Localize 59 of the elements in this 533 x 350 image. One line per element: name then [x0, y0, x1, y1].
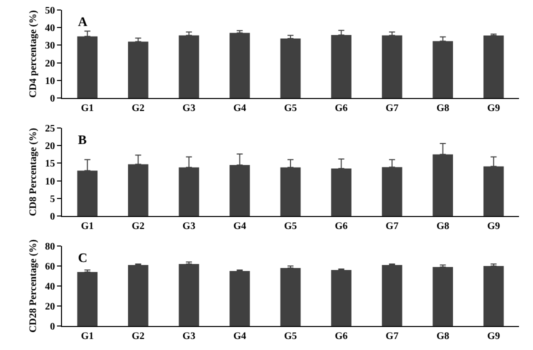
x-tick-label: G6 — [334, 331, 348, 342]
x-tick-label: G4 — [233, 103, 246, 114]
x-tick-label: G9 — [487, 103, 500, 114]
annotation: C — [78, 250, 88, 265]
y-tick-label: 0 — [50, 322, 55, 332]
x-tick-label: G7 — [386, 331, 398, 342]
y-axis-title: CD8 Percentage (%) — [28, 128, 39, 216]
x-tick-label: G6 — [334, 103, 348, 114]
x-tick-label: G4 — [233, 331, 246, 342]
bar — [483, 266, 504, 326]
y-tick-label: 0 — [50, 212, 55, 222]
bar — [331, 270, 352, 326]
annotation: B — [78, 132, 87, 147]
bar — [128, 265, 148, 326]
x-tick-label: G3 — [182, 221, 196, 232]
x-tick-label: G1 — [81, 331, 94, 342]
x-tick-label: G8 — [436, 103, 450, 114]
y-tick-label: 20 — [45, 58, 55, 70]
x-tick-label: G8 — [436, 331, 450, 342]
x-tick-label: G8 — [436, 221, 450, 232]
bar — [230, 271, 250, 326]
bar — [178, 264, 200, 326]
y-tick-label: 25 — [45, 124, 55, 134]
x-tick-label: G9 — [487, 221, 500, 232]
x-tick-label: G4 — [233, 221, 246, 232]
x-tick-label: G5 — [284, 103, 297, 114]
x-tick-label: G3 — [182, 103, 196, 114]
y-tick-label: 50 — [45, 6, 55, 16]
x-tick-label: G5 — [284, 331, 297, 342]
bar — [382, 265, 402, 326]
x-tick-label: G1 — [81, 221, 94, 232]
y-axis-title: CD4 percentage (%) — [28, 10, 39, 98]
x-tick-label: G7 — [386, 221, 398, 232]
x-tick-label: G3 — [182, 331, 196, 342]
x-tick-label: G2 — [132, 331, 145, 342]
x-tick-label: G2 — [132, 221, 145, 232]
y-tick-label: 0 — [50, 94, 55, 104]
x-tick-label: G1 — [81, 103, 94, 114]
bar — [77, 272, 98, 326]
x-tick-label: G2 — [132, 103, 145, 114]
x-tick-label: G9 — [487, 331, 500, 342]
x-tick-label: G6 — [334, 221, 348, 232]
y-tick-label: 15 — [45, 158, 55, 170]
y-tick-label: 20 — [45, 141, 55, 152]
y-tick-label: 20 — [45, 302, 55, 312]
y-tick-label: 10 — [45, 176, 55, 188]
x-tick-label: G7 — [386, 103, 398, 114]
y-tick-label: 30 — [45, 40, 55, 52]
y-tick-label: 10 — [45, 76, 55, 87]
annotation: A — [78, 14, 88, 29]
bar — [432, 267, 453, 326]
x-tick-label: G5 — [284, 221, 297, 232]
y-tick-label: 40 — [45, 282, 55, 292]
y-tick-label: 40 — [45, 23, 55, 34]
y-axis-title: CD28 Percentage (%) — [28, 239, 39, 333]
y-tick-label: 5 — [50, 194, 55, 205]
y-tick-label: 60 — [45, 262, 55, 272]
bar — [280, 268, 301, 326]
y-tick-label: 80 — [45, 242, 55, 252]
